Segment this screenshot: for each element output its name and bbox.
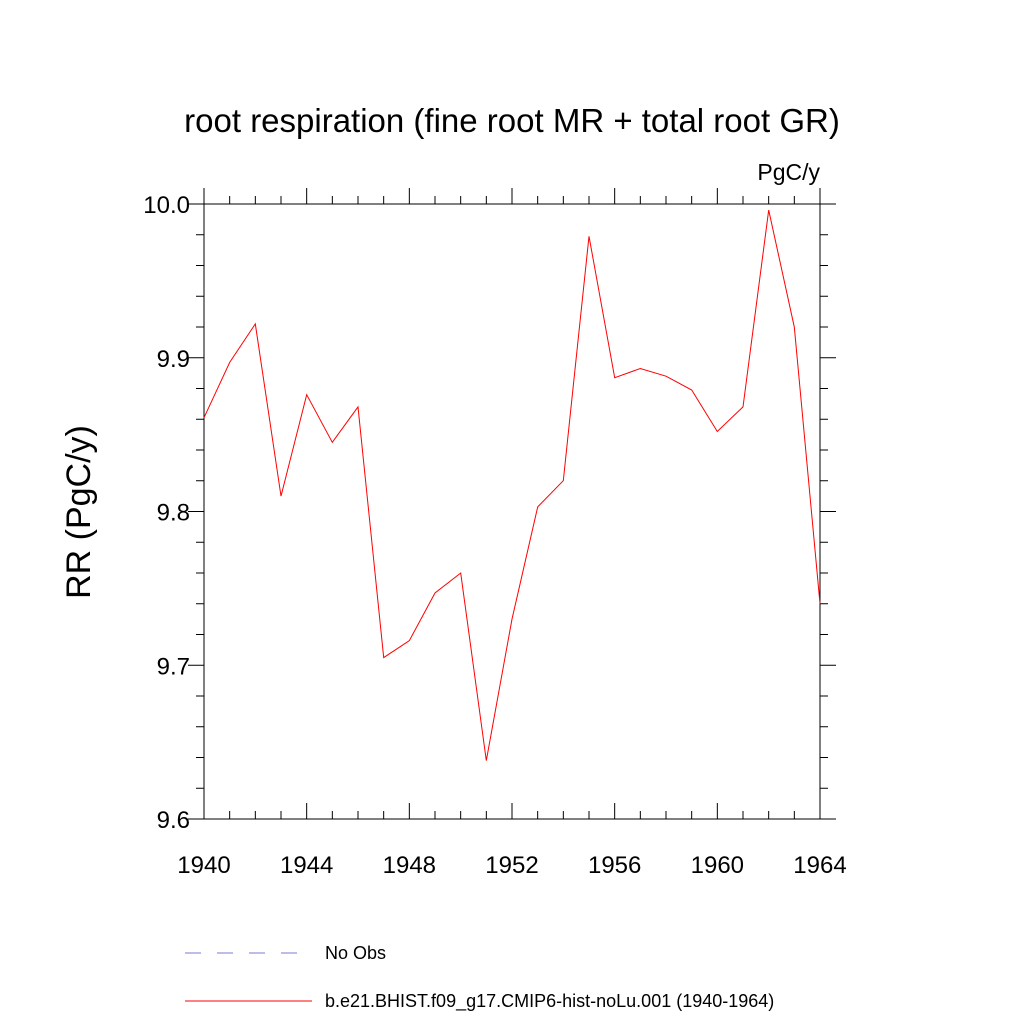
y-tick-label: 9.9 (157, 346, 190, 373)
y-tick-label: 10.0 (143, 192, 190, 219)
x-tick-label: 1944 (280, 852, 333, 879)
legend: No Obs b.e21.BHIST.f09_g17.CMIP6-hist-no… (185, 943, 774, 1012)
legend-label-model: b.e21.BHIST.f09_g17.CMIP6-hist-noLu.001 … (325, 991, 774, 1012)
x-tick-label: 1940 (177, 852, 230, 879)
y-axis-label: RR (PgC/y) (60, 425, 98, 599)
legend-label-no-obs: No Obs (325, 943, 386, 963)
y-tick-label: 9.6 (157, 807, 190, 834)
x-tick-label: 1960 (691, 852, 744, 879)
x-tick-label: 1952 (485, 852, 538, 879)
units-label: PgC/y (757, 159, 820, 185)
plot-area: 1940 1944 1948 1952 1956 1960 1964 9.6 9.7 9.8 9.9… (143, 188, 847, 879)
y-tick-label: 9.7 (157, 653, 190, 680)
plot-frame (203, 203, 821, 820)
x-tick-label: 1964 (793, 852, 846, 879)
y-tick-label: 9.8 (157, 500, 190, 527)
series-line (203, 209, 821, 761)
x-tick-label: 1956 (588, 852, 641, 879)
chart-title: root respiration (fine root MR + total r… (184, 102, 840, 139)
x-tick-label: 1948 (383, 852, 436, 879)
